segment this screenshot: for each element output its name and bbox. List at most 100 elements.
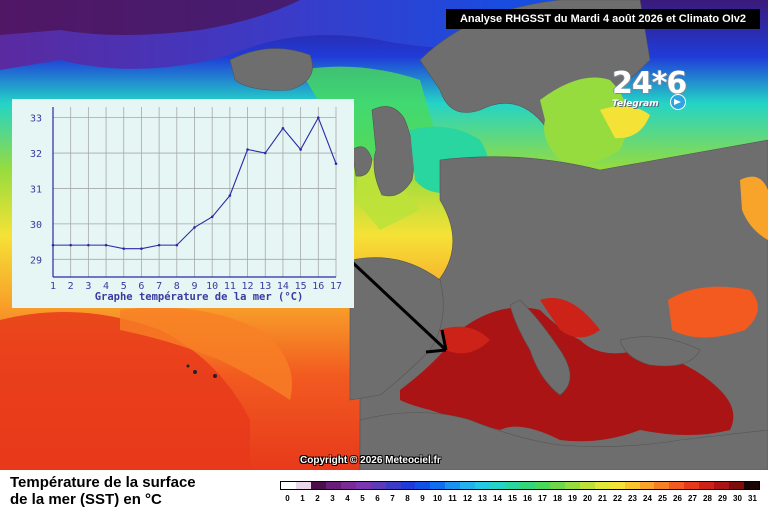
color-scale-label: 19 xyxy=(568,494,577,503)
north-africa xyxy=(359,412,768,470)
y-tick-label: 30 xyxy=(30,220,42,231)
color-scale-label: 18 xyxy=(553,494,562,503)
sst-data-point xyxy=(281,126,285,130)
color-swatch xyxy=(684,482,700,489)
color-swatch xyxy=(609,482,625,489)
color-swatch xyxy=(594,482,610,489)
x-tick-label: 12 xyxy=(242,281,254,292)
y-tick-label: 29 xyxy=(30,255,42,266)
color-scale-label: 7 xyxy=(390,494,395,503)
sst-data-point xyxy=(334,162,338,165)
sst-map xyxy=(0,0,768,470)
color-scale-bar xyxy=(280,481,760,490)
color-scale-label: 14 xyxy=(493,494,502,503)
color-scale-label: 12 xyxy=(463,494,472,503)
x-tick-label: 13 xyxy=(259,281,271,292)
color-swatch xyxy=(505,482,520,489)
color-scale-label: 9 xyxy=(420,494,425,503)
y-tick-label: 33 xyxy=(30,114,42,125)
iberian-peninsula xyxy=(349,257,444,401)
color-scale-label: 10 xyxy=(433,494,442,503)
iceland xyxy=(229,48,313,91)
chart-series xyxy=(51,116,338,250)
baltic-sea xyxy=(540,77,628,164)
color-scale-label: 26 xyxy=(673,494,682,503)
sst-data-point xyxy=(69,243,72,247)
copyright-notice: Copyright © 2026 Meteociel.fr xyxy=(300,455,441,466)
color-swatch xyxy=(340,482,356,489)
color-scale-label: 0 xyxy=(285,494,290,503)
color-scale-label: 2 xyxy=(315,494,320,503)
color-swatch xyxy=(281,482,296,489)
color-swatch xyxy=(534,482,550,489)
x-tick-label: 10 xyxy=(206,281,218,292)
color-swatch xyxy=(490,482,506,489)
color-scale-label: 5 xyxy=(360,494,365,503)
sst-data-point xyxy=(157,243,161,247)
sst-data-point xyxy=(317,116,320,119)
legend-title: Température de la surface de la mer (SST… xyxy=(10,474,196,508)
legend-title-line1: Température de la surface xyxy=(10,474,196,491)
x-tick-label: 8 xyxy=(174,281,180,292)
color-swatch xyxy=(295,482,311,489)
color-scale-label: 24 xyxy=(643,494,652,503)
color-scale-label: 16 xyxy=(523,494,532,503)
color-swatch xyxy=(579,482,595,489)
sst-data-point xyxy=(228,194,232,197)
x-tick-label: 14 xyxy=(277,281,289,292)
color-swatch xyxy=(325,482,341,489)
color-swatch xyxy=(669,482,685,489)
color-swatch xyxy=(699,482,715,489)
x-tick-label: 5 xyxy=(121,281,127,292)
x-tick-label: 9 xyxy=(191,281,197,292)
color-scale-label: 20 xyxy=(583,494,592,503)
color-swatch xyxy=(370,482,386,489)
sst-data-point xyxy=(140,247,143,250)
sst-data-point xyxy=(299,148,302,151)
y-tick-label: 32 xyxy=(30,149,42,160)
color-swatch xyxy=(445,482,461,489)
color-scale-label: 4 xyxy=(345,494,350,503)
chart-axes xyxy=(52,107,336,278)
color-scale-label: 28 xyxy=(703,494,712,503)
color-swatch xyxy=(430,482,446,489)
logo-subtext: Telegram xyxy=(612,99,659,109)
british-isles xyxy=(371,106,415,197)
x-tick-label: 6 xyxy=(138,281,144,292)
x-tick-label: 15 xyxy=(295,281,307,292)
sst-data-point xyxy=(122,247,126,250)
color-swatch xyxy=(460,482,476,489)
color-swatch xyxy=(654,482,670,489)
sst-data-point xyxy=(246,148,249,151)
x-tick-label: 4 xyxy=(103,281,109,292)
x-tick-label: 1 xyxy=(50,281,56,292)
color-swatch xyxy=(564,482,580,489)
color-scale-label: 25 xyxy=(658,494,667,503)
color-swatch xyxy=(744,482,759,489)
color-swatch xyxy=(729,482,745,489)
color-scale-label: 11 xyxy=(448,494,457,503)
color-swatch xyxy=(520,482,535,489)
color-scale-label: 8 xyxy=(405,494,410,503)
sst-data-point xyxy=(263,151,267,155)
sst-data-point xyxy=(193,226,196,229)
color-swatch xyxy=(415,482,431,489)
x-tick-label: 3 xyxy=(85,281,91,292)
x-tick-label: 17 xyxy=(330,281,342,292)
color-scale-label: 30 xyxy=(733,494,742,503)
color-scale-label: 17 xyxy=(538,494,547,503)
telegram-logo[interactable]: 24*6 Telegram xyxy=(612,68,708,112)
x-tick-label: 16 xyxy=(312,281,324,292)
temperature-graph-inset: 29 30 31 32 33 1 2 3 4 5 6 7 8 9 10 11 12 13 14 15 16 17 Grap… xyxy=(12,99,354,308)
x-tick-label: 7 xyxy=(156,281,162,292)
sst-data-point xyxy=(104,243,108,247)
x-tick-label: 11 xyxy=(224,281,236,292)
sst-data-point xyxy=(87,243,90,247)
color-scale-label: 22 xyxy=(613,494,622,503)
color-swatch xyxy=(400,482,416,489)
sst-data-point xyxy=(175,243,179,247)
color-scale-label: 31 xyxy=(748,494,757,503)
color-scale-label: 6 xyxy=(375,494,380,503)
